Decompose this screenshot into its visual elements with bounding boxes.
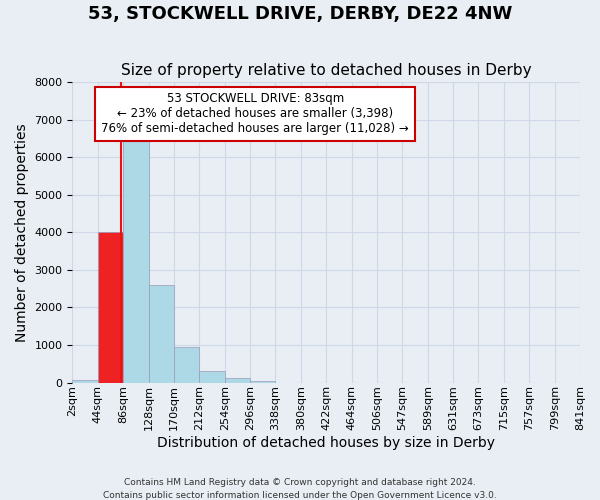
Bar: [149, 285, 174, 382]
X-axis label: Distribution of detached houses by size in Derby: Distribution of detached houses by size …: [157, 436, 495, 450]
Text: Contains HM Land Registry data © Crown copyright and database right 2024.
Contai: Contains HM Land Registry data © Crown c…: [103, 478, 497, 500]
Bar: [224, 378, 250, 382]
Bar: [174, 347, 199, 382]
Y-axis label: Number of detached properties: Number of detached properties: [15, 123, 29, 342]
Title: Size of property relative to detached houses in Derby: Size of property relative to detached ho…: [121, 63, 532, 78]
Bar: [73, 380, 98, 382]
Bar: [123, 134, 149, 382]
Text: 53 STOCKWELL DRIVE: 83sqm
← 23% of detached houses are smaller (3,398)
76% of se: 53 STOCKWELL DRIVE: 83sqm ← 23% of detac…: [101, 92, 409, 136]
Bar: [199, 370, 224, 382]
Bar: [250, 380, 275, 382]
Text: 53, STOCKWELL DRIVE, DERBY, DE22 4NW: 53, STOCKWELL DRIVE, DERBY, DE22 4NW: [88, 5, 512, 23]
Bar: [98, 232, 123, 382]
